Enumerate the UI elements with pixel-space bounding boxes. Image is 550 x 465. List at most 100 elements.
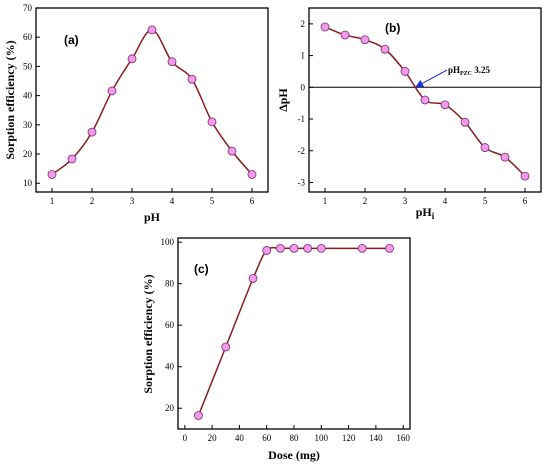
x-tick-label: 100 [315, 433, 329, 443]
data-point [187, 74, 197, 84]
data-point [500, 152, 510, 162]
panel-a-series [47, 25, 257, 179]
y-tick-label: 100 [161, 237, 175, 247]
y-tick-label: 1 [301, 51, 306, 61]
panel-c-yticks: 20 40 60 80 100 [161, 237, 182, 413]
panel-b-frame [308, 7, 542, 193]
panel-c-label: (c) [194, 262, 209, 276]
data-point [520, 171, 530, 181]
x-tick-label: 4 [170, 196, 175, 206]
data-point [47, 170, 57, 179]
data-point [247, 170, 257, 179]
panel-b: 1 2 3 4 5 6 -3 -2 -1 0 1 2 (b) pHi ΔpH pHPZC 3.25 [276, 7, 542, 221]
y-tick-label: 20 [23, 149, 33, 159]
data-point [207, 117, 217, 127]
panel-a: 1 2 3 4 5 6 10 20 30 40 50 60 70 (a) pH Sorption ef… [3, 3, 269, 224]
data-point [357, 243, 367, 253]
panel-b-ylabel: ΔpH [276, 88, 290, 112]
y-tick-label: 80 [165, 279, 175, 289]
data-point [127, 54, 137, 64]
y-tick-label: -2 [298, 146, 306, 156]
panel-b-label: (b) [385, 21, 400, 35]
data-point [480, 143, 490, 152]
panel-a-xlabel: pH [144, 210, 161, 224]
y-tick-label: 2 [301, 19, 306, 29]
y-tick-label: 40 [23, 91, 33, 101]
series-line [197, 246, 390, 416]
data-point [400, 67, 410, 76]
series-line [51, 29, 253, 176]
x-tick-label: 5 [210, 196, 215, 206]
x-tick-label: 80 [290, 433, 300, 443]
data-point [380, 44, 390, 54]
panel-c-series [194, 243, 394, 420]
x-tick-label: 0 [183, 433, 188, 443]
y-tick-label: -1 [298, 114, 306, 124]
x-tick-label: 1 [50, 196, 55, 206]
panel-a-label: (a) [64, 33, 79, 47]
x-tick-label: 3 [403, 196, 408, 206]
x-tick-label: 2 [363, 196, 368, 206]
data-point [316, 243, 326, 253]
x-tick-label: 140 [369, 433, 383, 443]
data-point [303, 243, 313, 253]
x-tick-label: 3 [130, 196, 135, 206]
y-tick-label: 50 [23, 61, 33, 71]
panel-c-ylabel: Sorption efficiency (%) [141, 274, 155, 393]
data-point [320, 22, 330, 32]
data-point [87, 127, 97, 137]
x-tick-label: 4 [443, 196, 448, 206]
y-tick-label: 0 [301, 82, 306, 92]
x-tick-label: 6 [523, 196, 528, 206]
x-tick-label: 5 [483, 196, 488, 206]
panel-b-xticks: 1 2 3 4 5 6 [323, 188, 528, 206]
x-tick-label: 1 [323, 196, 328, 206]
y-tick-label: 70 [23, 3, 33, 13]
data-point [340, 30, 350, 40]
y-tick-label: 20 [165, 403, 175, 413]
data-point [67, 154, 77, 164]
y-tick-label: 60 [165, 320, 175, 330]
data-point [227, 146, 237, 156]
panel-c: 0 20 40 60 80 100 120 140 160 20 40 60 80 100 (c) Do… [141, 237, 411, 462]
panel-a-ylabel: Sorption efficiency (%) [3, 40, 17, 159]
panel-a-xticks: 1 2 3 4 5 6 [50, 188, 255, 206]
panel-b-series [320, 22, 530, 181]
x-tick-label: 6 [250, 196, 255, 206]
panel-b-yticks: -3 -2 -1 0 1 2 [298, 19, 313, 187]
data-point [460, 117, 470, 127]
data-point [194, 411, 203, 420]
y-tick-label: 60 [23, 32, 33, 42]
panel-c-xticks: 0 20 40 60 80 100 120 140 160 [183, 425, 410, 443]
data-point [221, 342, 231, 352]
panel-b-annotation: pHPZC 3.25 [448, 65, 491, 77]
panel-c-frame [177, 237, 411, 430]
data-point [248, 274, 258, 283]
data-point [275, 243, 285, 253]
data-point [289, 243, 299, 253]
x-tick-label: 60 [262, 433, 272, 443]
x-tick-label: 120 [342, 433, 356, 443]
panel-c-xlabel: Dose (mg) [268, 448, 320, 462]
x-tick-label: 20 [208, 433, 218, 443]
y-tick-label: -3 [298, 177, 306, 187]
data-point [385, 243, 394, 253]
y-tick-label: 40 [165, 362, 175, 372]
data-point [167, 57, 177, 67]
data-point [147, 25, 157, 35]
data-point [420, 95, 430, 105]
panel-a-frame [35, 7, 269, 193]
x-tick-label: 2 [90, 196, 95, 206]
panel-a-yticks: 10 20 30 40 50 60 70 [23, 3, 40, 188]
data-point [107, 86, 117, 96]
pzc-arrow [415, 69, 448, 88]
x-tick-label: 160 [396, 433, 410, 443]
y-tick-label: 10 [23, 178, 33, 188]
data-point [360, 35, 370, 45]
data-point [262, 246, 272, 255]
data-point [440, 100, 450, 110]
x-tick-label: 40 [235, 433, 245, 443]
panel-b-xlabel: pHi [416, 205, 435, 221]
y-tick-label: 30 [23, 120, 33, 130]
